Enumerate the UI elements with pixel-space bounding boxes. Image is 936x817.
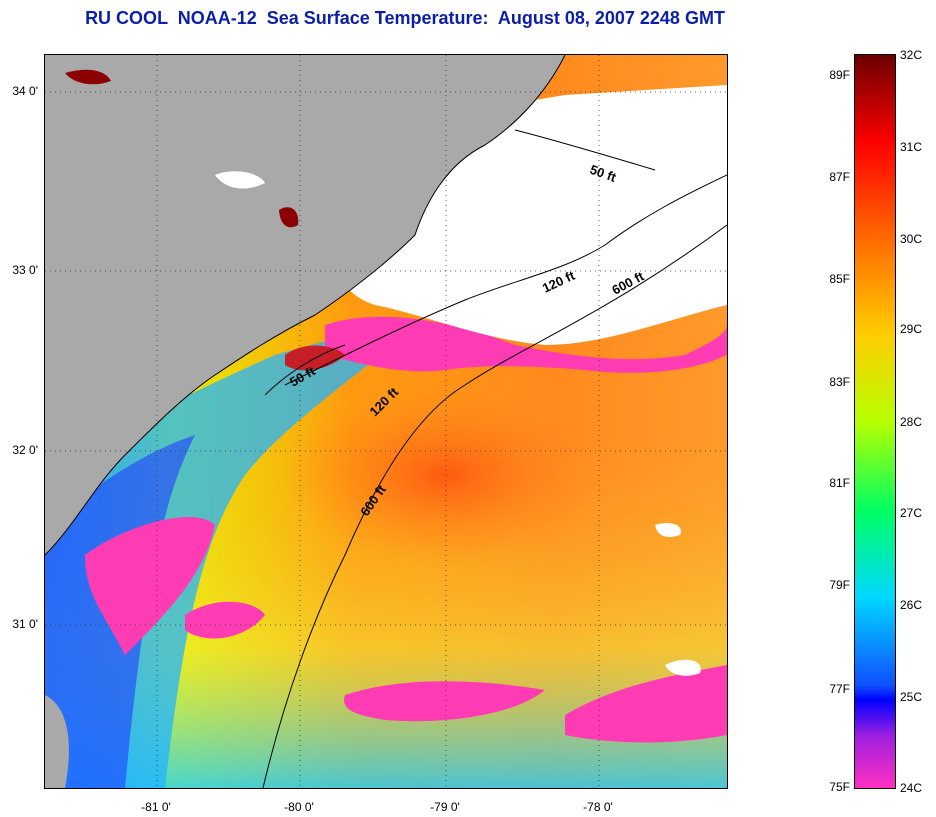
sst-map-graphic: 50 ft 120 ft 600 ft 50 ft 120 ft 600 ft <box>45 55 727 788</box>
coastline <box>45 55 566 556</box>
warm-gulf-stream-core <box>285 385 605 565</box>
colorbar-f-label: 83F <box>829 375 850 389</box>
cloud-cover <box>655 523 681 537</box>
colorbar-c-label: 28C <box>900 415 923 429</box>
cloud-cover <box>665 659 701 676</box>
cold-patch <box>185 601 265 639</box>
colorbar-c-label: 26C <box>900 598 923 612</box>
isobath-50ft <box>264 344 346 396</box>
inland-cloud <box>215 171 265 189</box>
isobath-50ft <box>514 129 656 171</box>
colorbar-f-label: 81F <box>829 476 850 490</box>
isobath-120ft <box>284 174 727 386</box>
land <box>45 55 565 555</box>
longitude-label: -81 0' <box>141 800 171 814</box>
colorbar-c-label: 24C <box>900 781 923 795</box>
longitude-label: -78 0' <box>583 800 613 814</box>
cold-patch <box>565 665 727 743</box>
colorbar-f-label: 75F <box>829 780 850 794</box>
colorbar-c-label: 27C <box>900 506 923 520</box>
colorbar-c-label: 29C <box>900 322 923 336</box>
isobath-600ft <box>262 224 727 788</box>
cold-patch <box>325 316 727 373</box>
sst-map: 50 ft 120 ft 600 ft 50 ft 120 ft 600 ft <box>44 54 728 789</box>
colorbar-f-label: 89F <box>829 68 850 82</box>
longitude-label: -79 0' <box>430 800 460 814</box>
temperature-colorbar <box>854 54 896 789</box>
colorbar-f-label: 79F <box>829 578 850 592</box>
longitude-label: -80 0' <box>284 800 314 814</box>
warm-lake <box>65 69 111 85</box>
colorbar-c-label: 25C <box>900 690 923 704</box>
latitude-label: 32 0' <box>12 443 38 457</box>
latitude-label: 33 0' <box>12 263 38 277</box>
colorbar-f-label: 87F <box>829 170 850 184</box>
colorbar-f-label: 77F <box>829 682 850 696</box>
graticule <box>45 55 727 788</box>
land <box>45 695 69 788</box>
latitude-label: 34 0' <box>12 84 38 98</box>
cold-patch <box>85 516 215 655</box>
colorbar-c-label: 31C <box>900 140 923 154</box>
cold-patch <box>344 681 545 722</box>
warm-lake <box>279 207 299 228</box>
colorbar-f-label: 85F <box>829 272 850 286</box>
map-title: RU COOL NOAA-12 Sea Surface Temperature:… <box>85 8 725 28</box>
colorbar-c-label: 32C <box>900 48 923 62</box>
colorbar-c-label: 30C <box>900 232 923 246</box>
latitude-label: 31 0' <box>12 617 38 631</box>
